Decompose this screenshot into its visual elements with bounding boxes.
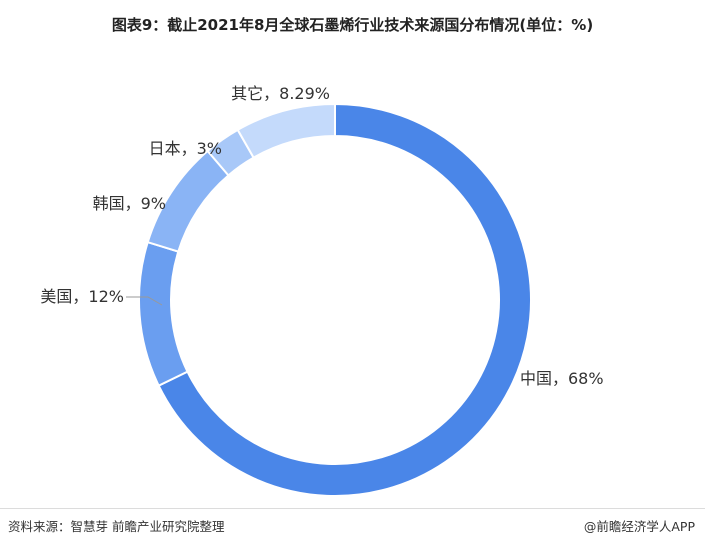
source-note: 资料来源：智慧芽 前瞻产业研究院整理 [8, 519, 225, 534]
slice-label-1: 美国，12% [40, 287, 124, 306]
slice-label-4: 其它，8.29% [231, 84, 330, 103]
brand-credit: @前瞻经济学人APP [583, 519, 695, 534]
slice-labels: 中国，68% 美国，12% 韩国，9% 日本，3% 其它，8.29% [40, 84, 603, 388]
slice-label-0: 中国，68% [520, 369, 604, 388]
slice-4 [236, 102, 336, 159]
leader-lines [126, 296, 163, 306]
donut-slices [138, 102, 532, 497]
slice-label-2: 韩国，9% [93, 194, 166, 213]
slice-label-3: 日本，3% [149, 139, 222, 158]
chart-title: 图表9：截止2021年8月全球石墨烯行业技术来源国分布情况(单位：%) [111, 16, 594, 34]
leader-line-usa [126, 296, 163, 306]
slice-0 [157, 102, 532, 497]
footer-divider [0, 508, 705, 509]
slice-1 [138, 240, 189, 387]
